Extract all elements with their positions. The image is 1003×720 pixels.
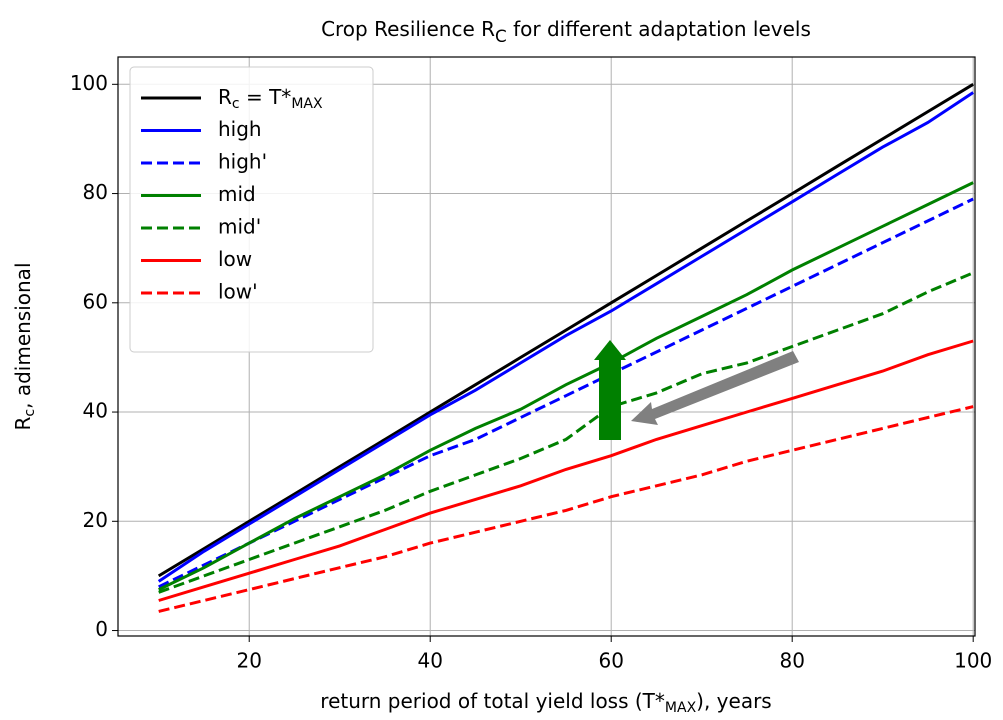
- arrow-head: [594, 340, 626, 360]
- plot-frame: [117, 56, 976, 637]
- y-tick-label: 40: [83, 399, 108, 423]
- x-axis-label-part: MAX: [665, 700, 697, 716]
- legend-label: Rc = T*MAX: [218, 85, 323, 113]
- legend-label: high': [218, 150, 267, 174]
- gray-arrow: [631, 351, 799, 425]
- chart-title: Crop Resilience RC for different adaptat…: [321, 17, 811, 47]
- x-axis-label-part: return period of total yield loss (T*: [320, 689, 665, 713]
- y-axis-label-part: R: [11, 417, 35, 431]
- y-axis-label: Rc, adimensional: [11, 263, 39, 431]
- y-tick-label: 60: [83, 289, 108, 313]
- x-tick-label: 40: [417, 649, 442, 673]
- y-tick-label: 0: [95, 617, 108, 641]
- series-line: [158, 271, 974, 594]
- series-line: [158, 181, 974, 591]
- legend-label-part: R: [218, 85, 232, 109]
- series-line: [158, 197, 974, 589]
- y-axis-label-part: , adimensional: [11, 263, 35, 409]
- y-axis-label-part: c: [22, 409, 38, 417]
- legend-box: [129, 66, 374, 353]
- chart-title-part: C: [495, 26, 507, 46]
- series-line: [158, 339, 974, 602]
- arrow-shaft: [599, 356, 621, 440]
- legend-label-part: MAX: [291, 96, 323, 112]
- series-line: [157, 83, 974, 578]
- legend-label-part: c: [232, 96, 240, 112]
- legend-label: mid': [218, 215, 261, 239]
- y-tick-label: 20: [83, 508, 108, 532]
- y-tick-label: 100: [70, 71, 108, 95]
- chart-title-part: for different adaptation levels: [507, 17, 811, 41]
- x-tick-label: 80: [779, 649, 804, 673]
- legend-label: low': [218, 280, 258, 304]
- chart-title-part: Crop Resilience R: [321, 17, 495, 41]
- series-line: [158, 405, 974, 613]
- legend-label: mid: [218, 182, 256, 206]
- x-tick-label: 100: [954, 649, 992, 673]
- x-axis-label-part: ), years: [696, 689, 772, 713]
- legend-label-part: = T*: [240, 85, 292, 109]
- y-tick-label: 80: [83, 180, 108, 204]
- legend-label: low: [218, 247, 252, 271]
- x-tick-label: 60: [598, 649, 623, 673]
- legend-label: high: [218, 117, 262, 141]
- x-tick-label: 20: [236, 649, 261, 673]
- series-line: [157, 91, 975, 583]
- x-axis-label: return period of total yield loss (T*MAX…: [320, 689, 771, 717]
